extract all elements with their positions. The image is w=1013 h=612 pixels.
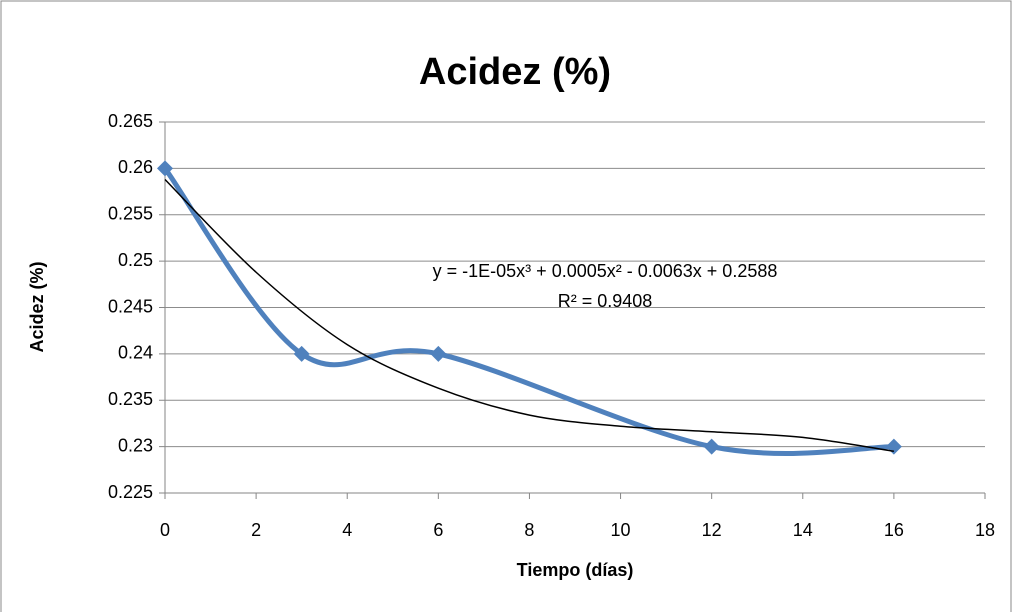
x-tick-label: 16 — [884, 520, 904, 540]
y-tick-label: 0.25 — [118, 250, 153, 270]
x-tick-label: 10 — [611, 520, 631, 540]
marker — [703, 438, 720, 455]
x-tick-label: 14 — [793, 520, 813, 540]
y-tick-label: 0.255 — [108, 204, 153, 224]
y-tick-label: 0.26 — [118, 157, 153, 177]
marker — [293, 345, 310, 362]
x-axis-title: Tiempo (días) — [517, 560, 634, 580]
y-axis-title: Acidez (%) — [27, 261, 47, 352]
marker — [430, 345, 447, 362]
y-tick-label: 0.265 — [108, 111, 153, 131]
marker — [157, 160, 173, 177]
y-tick-label: 0.23 — [118, 435, 153, 455]
y-tick-label: 0.235 — [108, 389, 153, 409]
x-tick-label: 2 — [251, 520, 261, 540]
y-tick-label: 0.245 — [108, 296, 153, 316]
x-tick-label: 6 — [433, 520, 443, 540]
y-tick-label: 0.24 — [118, 343, 153, 363]
x-tick-label: 12 — [702, 520, 722, 540]
x-tick-label: 4 — [342, 520, 352, 540]
annotation: y = -1E-05x³ + 0.0005x² - 0.0063x + 0.25… — [433, 261, 778, 281]
x-tick-label: 18 — [975, 520, 995, 540]
x-tick-label: 8 — [524, 520, 534, 540]
chart-title: Acidez (%) — [419, 51, 611, 93]
trendline — [164, 178, 895, 453]
y-tick-label: 0.225 — [108, 482, 153, 502]
x-tick-label: 0 — [160, 520, 170, 540]
annotation: R² = 0.9408 — [558, 291, 653, 311]
